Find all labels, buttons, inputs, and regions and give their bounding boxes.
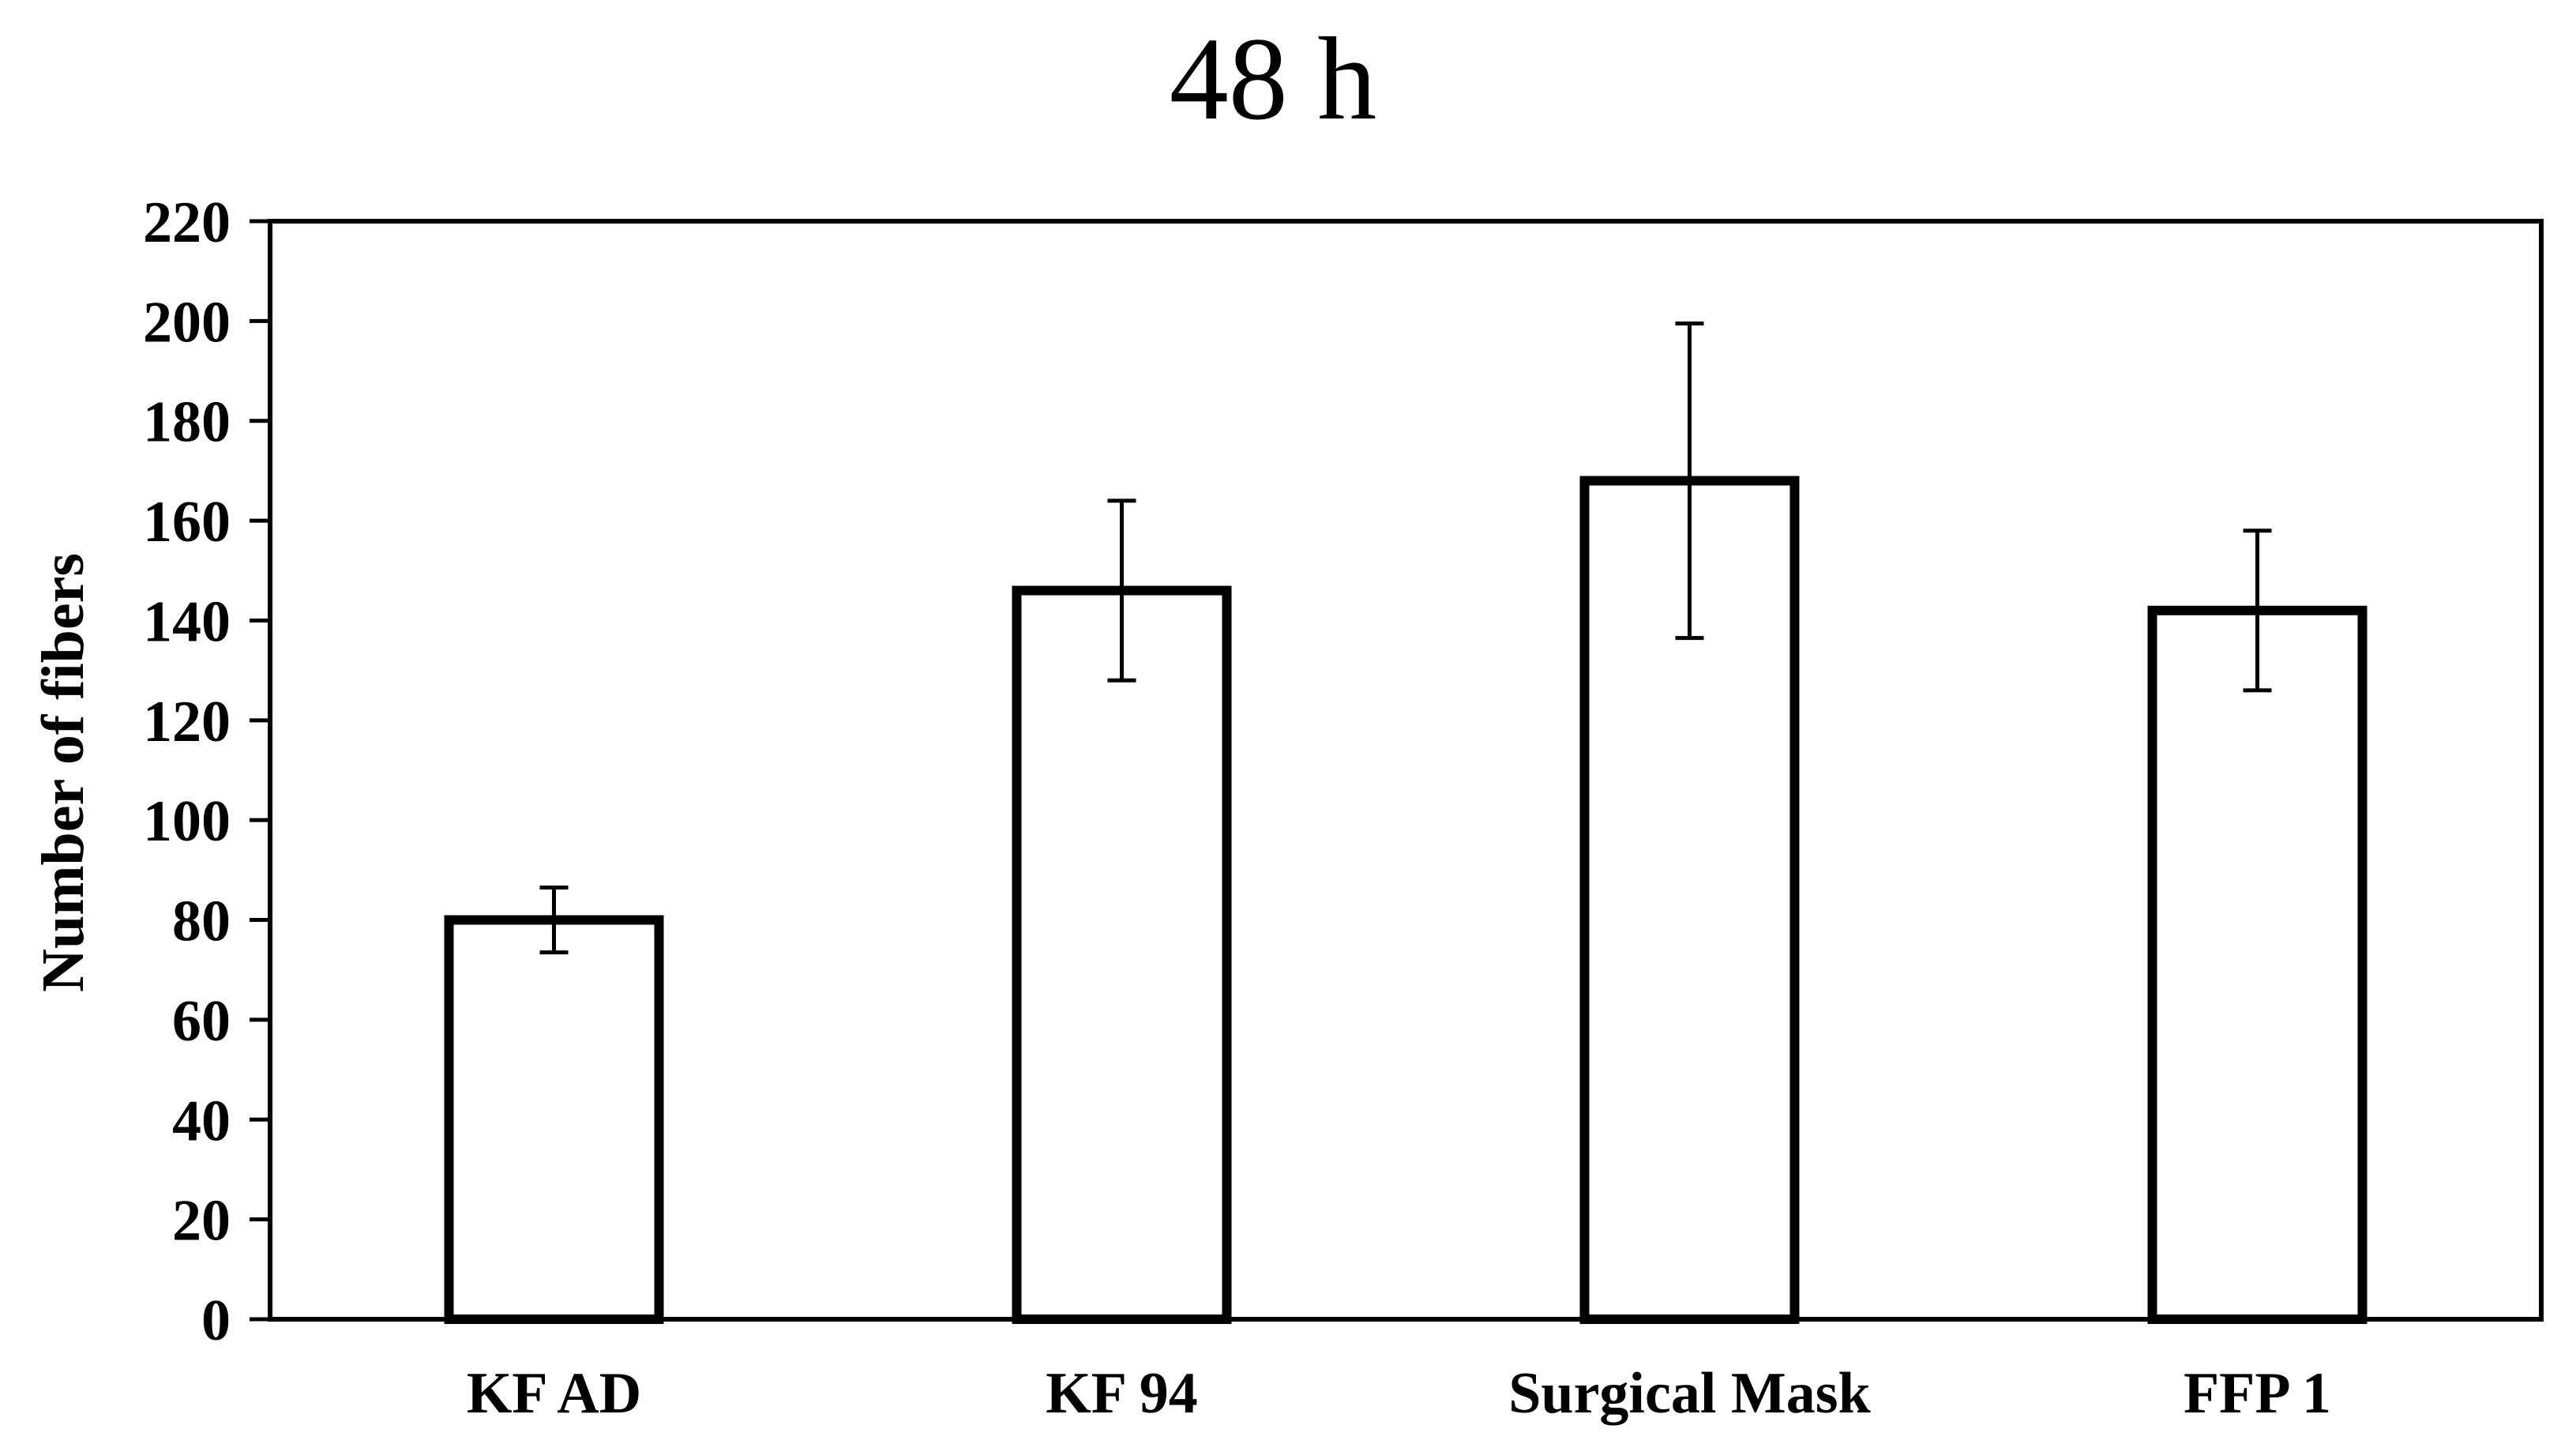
- bar-1: [1012, 585, 1232, 1324]
- y-tick-label-6: 120: [143, 690, 231, 754]
- plot-area: 0 20 40 60 80 100 120 140 160 180 200 220 KF AD KF 94…: [143, 190, 2544, 1426]
- y-tick-label-2: 40: [172, 1089, 231, 1153]
- y-tick-label-5: 100: [143, 789, 231, 854]
- x-tick-label-2: Surgical Mask: [1508, 1361, 1871, 1426]
- y-tick-label-0: 0: [201, 1288, 231, 1353]
- y-tick-label-7: 140: [143, 589, 231, 654]
- x-tick-label-3: FFP 1: [2184, 1361, 2331, 1426]
- y-tick-label-3: 60: [172, 989, 231, 1054]
- chart-title: 48 h: [1170, 13, 1377, 145]
- bar-3: [2147, 605, 2368, 1324]
- x-tick-label-1: KF 94: [1046, 1361, 1198, 1426]
- bar-0: [444, 915, 664, 1324]
- y-tick-label-4: 80: [172, 889, 231, 954]
- x-tick-label-0: KF AD: [467, 1361, 641, 1426]
- y-tick-label-11: 220: [143, 190, 231, 255]
- y-tick-label-10: 200: [143, 290, 231, 355]
- plot-frame: [268, 219, 2544, 1322]
- y-tick-label-1: 20: [172, 1189, 231, 1254]
- y-axis-label: Number of fibers: [30, 553, 96, 992]
- y-tick-label-9: 180: [143, 390, 231, 455]
- y-tick-label-8: 160: [143, 490, 231, 555]
